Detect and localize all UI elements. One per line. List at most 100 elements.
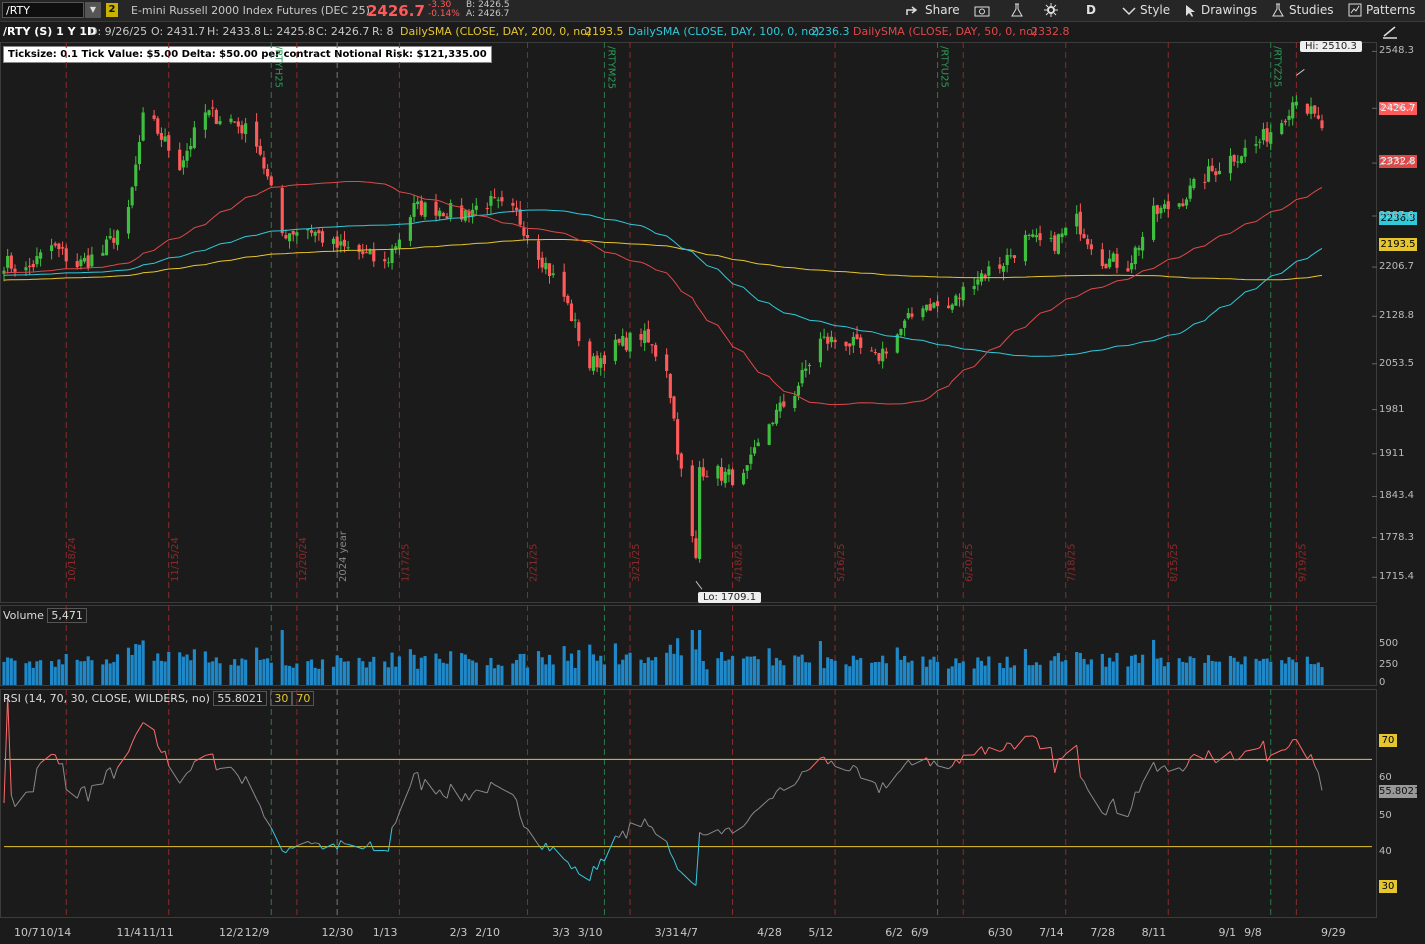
snapshot-button[interactable]: [974, 0, 994, 21]
volume-bar: [727, 659, 731, 685]
volume-bar: [86, 656, 90, 685]
time-tick-label: 9/8: [1244, 926, 1262, 939]
rsi-segment: [955, 759, 960, 764]
style-button[interactable]: Style: [1122, 0, 1170, 21]
rsi-segment: [830, 760, 836, 767]
candle-body: [928, 303, 932, 311]
candle-body: [906, 313, 910, 319]
price-tick-label: 2548.3: [1379, 45, 1414, 57]
volume-bar: [954, 658, 958, 685]
volume-bar: [987, 656, 991, 685]
ohlc-open: O: 2431.7: [151, 25, 206, 38]
candle-body: [877, 353, 881, 361]
rsi-segment: [40, 753, 52, 764]
rsi-label: RSI (14, 70, 30, CLOSE, WILDERS, no): [3, 692, 210, 705]
rsi-chart[interactable]: [0, 689, 1378, 919]
volume-bar: [829, 659, 833, 685]
candle-body: [1243, 147, 1247, 157]
rsi-segment: [783, 784, 796, 791]
sma50-label[interactable]: DailySMA (CLOSE, DAY, 50, 0, no): [853, 25, 1038, 38]
rsi-level-low: 30: [270, 691, 293, 706]
rsi-segment: [387, 827, 393, 852]
volume-bar: [1155, 658, 1159, 685]
time-tick-label: 3/3: [552, 926, 570, 939]
candle-body: [159, 132, 164, 140]
rsi-segment: [1189, 753, 1195, 759]
rsi-panel-border: [0, 689, 1377, 918]
rsi-segment: [779, 787, 785, 791]
event-marker-label: 12/20/24: [298, 537, 309, 582]
candle-body: [895, 334, 899, 353]
volume-chart[interactable]: [0, 605, 1378, 687]
volume-bar: [1064, 660, 1068, 685]
rsi-segment: [677, 868, 682, 873]
candle-body: [1115, 253, 1119, 268]
patterns-icon: [1348, 3, 1362, 17]
volume-bar: [1232, 657, 1236, 685]
time-tick-label: 10/7: [13, 926, 39, 939]
link-group-badge[interactable]: 2: [106, 3, 118, 17]
symbol-dropdown-button[interactable]: ▼: [85, 2, 101, 18]
candle-body: [643, 330, 647, 344]
candle-body: [793, 395, 797, 408]
rsi-segment: [769, 797, 773, 800]
volume-bar: [1236, 661, 1240, 685]
price-chart[interactable]: 10/18/24 11/15/24 12/20/24 2024 year 1/17/25…: [0, 42, 1378, 604]
price-panel-border: [0, 42, 1377, 603]
drawings-button[interactable]: Drawings: [1185, 0, 1257, 21]
candle-body: [782, 401, 786, 407]
settings-button[interactable]: [1044, 0, 1062, 21]
candle-body: [701, 467, 705, 477]
candle-body: [694, 538, 698, 558]
rsi-tick-60: 60: [1379, 772, 1392, 783]
volume-bar: [599, 655, 603, 685]
candle-body: [306, 228, 310, 231]
volume-bar: [31, 667, 35, 685]
candle-body: [1294, 101, 1298, 106]
rsi-segment: [874, 782, 880, 793]
volume-bar: [518, 653, 522, 685]
flask-button[interactable]: [1010, 0, 1028, 21]
rsi-segment: [241, 776, 247, 784]
volume-bar: [800, 654, 804, 685]
volume-bar: [1177, 658, 1181, 685]
candle-body: [372, 249, 376, 262]
candle-body: [873, 351, 877, 353]
volume-bar: [771, 665, 775, 685]
patterns-button[interactable]: Patterns: [1348, 0, 1415, 21]
rsi-segment: [348, 843, 360, 849]
sma200-label[interactable]: DailySMA (CLOSE, DAY, 200, 0, no): [400, 25, 592, 38]
rsi-segment: [420, 779, 426, 791]
candle-body: [551, 273, 555, 276]
candle-body: [104, 239, 109, 256]
rsi-segment: [318, 843, 323, 850]
rsi-30-tag: 30: [1379, 880, 1397, 893]
rsi-segment: [439, 789, 444, 797]
candle-body: [522, 227, 526, 236]
sma100-label[interactable]: DailySMA (CLOSE, DAY, 100, 0, no): [628, 25, 820, 38]
rsi-segment: [216, 768, 221, 771]
rsi-segment: [161, 750, 166, 753]
rsi-segment: [333, 843, 338, 850]
share-button[interactable]: Share: [905, 0, 960, 21]
rsi-segment: [618, 830, 624, 838]
rsi-segment: [446, 783, 452, 799]
candle-body: [229, 118, 233, 123]
volume-bar: [639, 659, 643, 685]
rsi-segment: [109, 767, 115, 779]
rsi-segment: [907, 759, 913, 766]
volume-bar: [855, 659, 859, 685]
rsi-segment: [571, 866, 576, 870]
chart-settings-icon[interactable]: [1382, 25, 1398, 42]
candle-body: [599, 358, 603, 368]
studies-button[interactable]: Studies: [1271, 0, 1334, 21]
candle-body: [1203, 181, 1207, 183]
candle-body: [1137, 247, 1141, 251]
rsi-segment: [62, 763, 67, 790]
volume-bar: [295, 663, 299, 685]
volume-bar: [998, 662, 1002, 685]
candle-body: [756, 442, 760, 447]
symbol-input[interactable]: /RTY: [2, 2, 84, 18]
rsi-segment: [1186, 757, 1191, 767]
period-button[interactable]: D: [1086, 3, 1096, 17]
